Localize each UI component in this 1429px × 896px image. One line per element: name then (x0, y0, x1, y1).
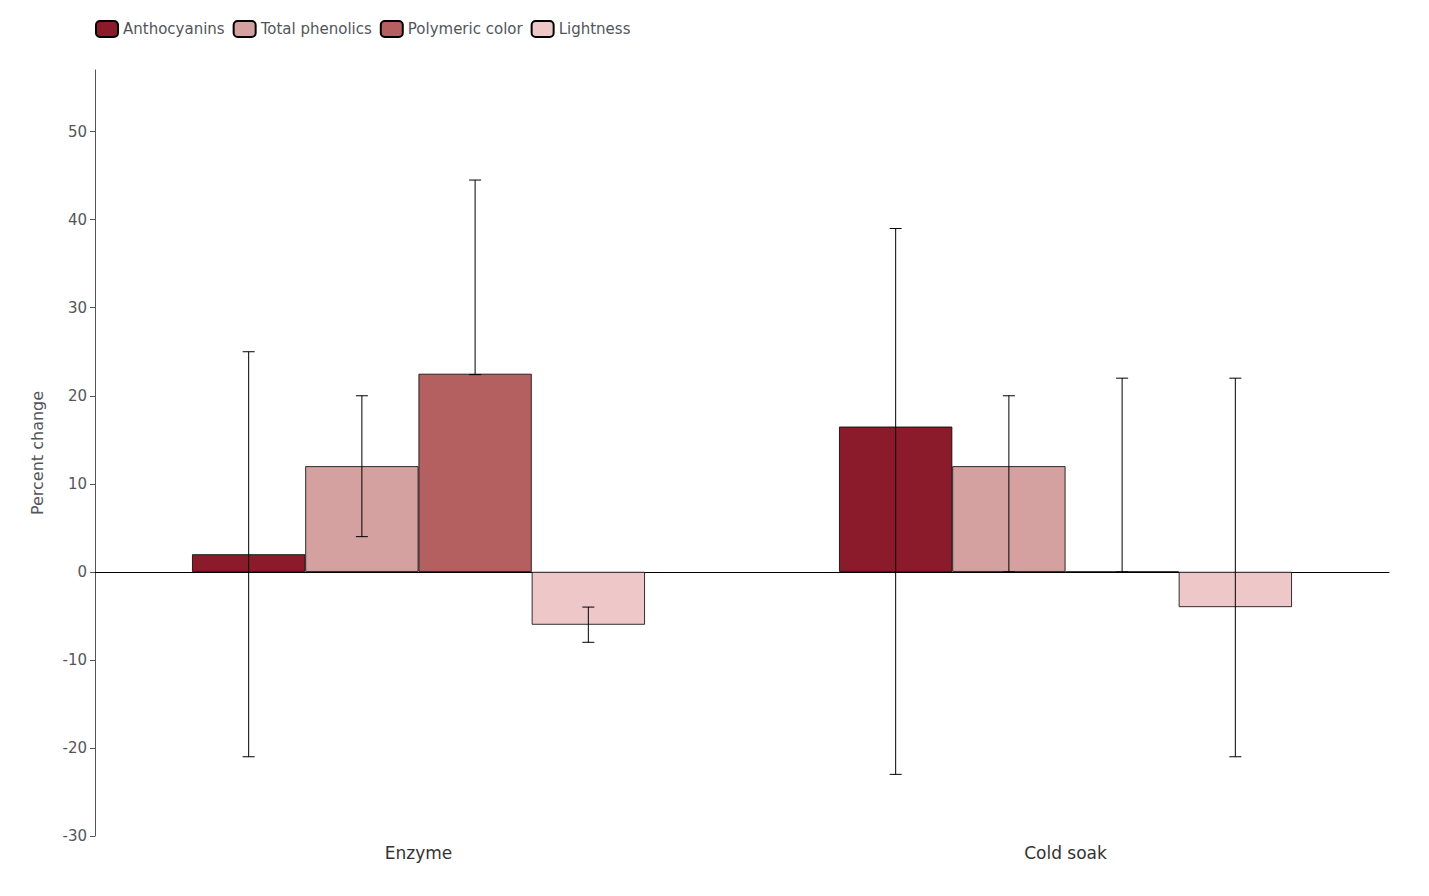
svg-text:Polymeric color: Polymeric color (408, 20, 524, 38)
svg-text:Cold soak: Cold soak (1024, 843, 1107, 863)
svg-text:Enzyme: Enzyme (385, 843, 453, 863)
svg-text:-30: -30 (63, 827, 88, 845)
svg-text:-20: -20 (63, 739, 88, 757)
svg-text:-10: -10 (63, 651, 88, 669)
svg-text:20: 20 (68, 387, 87, 405)
svg-text:Lightness: Lightness (559, 20, 631, 38)
svg-text:Total phenolics: Total phenolics (260, 20, 372, 38)
svg-text:Percent change: Percent change (28, 391, 47, 515)
svg-text:30: 30 (68, 299, 87, 317)
svg-text:0: 0 (77, 563, 87, 581)
svg-text:Anthocyanins: Anthocyanins (123, 20, 225, 38)
svg-text:10: 10 (68, 475, 87, 493)
svg-text:50: 50 (68, 123, 87, 141)
svg-text:40: 40 (68, 211, 87, 229)
